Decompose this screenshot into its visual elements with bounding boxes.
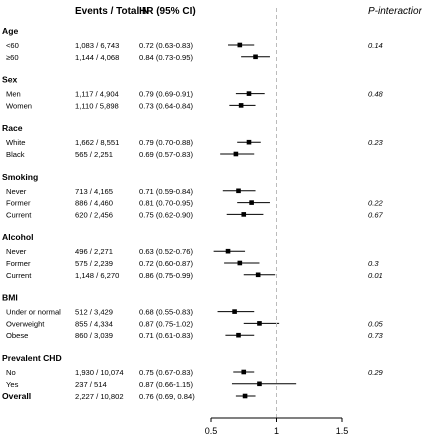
row-smoking-1-events: 886 / 4,460 (75, 199, 113, 208)
row-alcohol-1-hr-marker (237, 260, 243, 266)
row-smoking-1-hr-marker (249, 200, 254, 205)
row-age-1-hr-marker (253, 54, 258, 60)
row-alcohol-2-events: 1,148 / 6,270 (75, 271, 119, 280)
row-sex-1-label: Women (6, 101, 32, 110)
row-bmi-2-hr-marker (236, 332, 241, 338)
row-smoking-1-label: Former (6, 199, 31, 208)
row-bmi-2-label: Obese (6, 331, 28, 340)
x-tick-label: 0.5 (205, 426, 218, 436)
row-race-1-events: 565 / 2,251 (75, 150, 113, 159)
row-smoking-0-events: 713 / 4,165 (75, 187, 113, 196)
row-alcohol-2-hr-marker (255, 272, 261, 278)
row-prevalent-chd-0-hr-marker (241, 369, 247, 375)
row-race-1-label: Black (6, 150, 25, 159)
row-alcohol-0-hr-text: 0.63 (0.52-0.76) (139, 247, 194, 256)
row-sex-1-hr-marker (238, 103, 244, 108)
events-column-header: Events / Total N (75, 6, 149, 17)
overall-hr-marker (242, 393, 248, 399)
row-bmi-1-p-value: 0.05 (368, 319, 384, 328)
row-age-1-hr-text: 0.84 (0.73-0.95) (139, 53, 194, 62)
row-age-0-hr-text: 0.72 (0.63-0.83) (139, 41, 194, 50)
row-bmi-0-hr-marker (232, 309, 237, 314)
row-bmi-2-p-value: 0.73 (368, 331, 384, 340)
row-race-0-hr-text: 0.79 (0.70-0.88) (139, 138, 194, 147)
row-alcohol-1-label: Former (6, 259, 31, 268)
row-sex-1-hr-text: 0.73 (0.64-0.84) (139, 101, 194, 110)
row-age-1-events: 1,144 / 4,068 (75, 53, 119, 62)
group-heading-bmi: BMI (2, 293, 18, 303)
overall-label: Overall (2, 391, 31, 401)
x-tick-label: 1 (274, 426, 279, 436)
row-age-0-events: 1,083 / 6,743 (75, 41, 119, 50)
row-age-0-hr-marker (237, 42, 243, 48)
group-heading-smoking: Smoking (2, 172, 38, 182)
x-axis: 0.5 1 1.5 (205, 8, 349, 436)
row-bmi-1-label: Overweight (6, 319, 45, 328)
row-alcohol-2-label: Current (6, 271, 32, 280)
row-smoking-0-hr-text: 0.71 (0.59-0.84) (139, 187, 194, 196)
row-sex-0-p-value: 0.48 (368, 90, 384, 99)
row-smoking-1-hr-text: 0.81 (0.70-0.95) (139, 199, 194, 208)
row-alcohol-0-hr-marker (225, 248, 231, 254)
row-prevalent-chd-0-events: 1,930 / 10,074 (75, 368, 124, 377)
row-prevalent-chd-0-hr-text: 0.75 (0.67-0.83) (139, 368, 194, 377)
row-race-0-events: 1,662 / 8,551 (75, 138, 119, 147)
row-sex-0-label: Men (6, 90, 21, 99)
x-tick-label: 1.5 (336, 426, 349, 436)
row-smoking-0-hr-marker (236, 188, 241, 194)
row-alcohol-0-events: 496 / 2,271 (75, 247, 113, 256)
group-heading-prevalent-chd: Prevalent CHD (2, 353, 62, 363)
forest-rows: Age <60 1,083 / 6,743 0.72 (0.63-0.83) 0.14 ≥… (2, 26, 384, 401)
group-heading-age: Age (2, 26, 18, 36)
row-alcohol-2-p-value: 0.01 (368, 271, 383, 280)
row-smoking-2-hr-marker (241, 212, 247, 217)
row-age-0-p-value: 0.14 (368, 41, 383, 50)
row-alcohol-1-events: 575 / 2,239 (75, 259, 113, 268)
row-bmi-0-hr-text: 0.68 (0.55-0.83) (139, 308, 194, 317)
row-sex-0-hr-marker (246, 91, 252, 96)
row-smoking-1-p-value: 0.22 (368, 199, 384, 208)
group-heading-race: Race (2, 123, 23, 133)
row-smoking-0-label: Never (6, 187, 27, 196)
row-bmi-0-events: 512 / 3,429 (75, 308, 113, 317)
row-bmi-1-hr-text: 0.87 (0.75-1.02) (139, 319, 194, 328)
row-race-0-p-value: 0.23 (368, 138, 384, 147)
row-race-0-label: White (6, 138, 25, 147)
row-bmi-1-events: 855 / 4,334 (75, 319, 113, 328)
row-prevalent-chd-0-p-value: 0.29 (368, 368, 384, 377)
group-heading-sex: Sex (2, 75, 18, 85)
p-interaction-column-header: P-interaction (368, 6, 422, 17)
row-bmi-0-label: Under or normal (6, 308, 61, 317)
row-prevalent-chd-0-label: No (6, 368, 16, 377)
overall-events: 2,227 / 10,802 (75, 392, 124, 401)
row-prevalent-chd-1-hr-text: 0.87 (0.66-1.15) (139, 380, 194, 389)
row-alcohol-1-p-value: 0.3 (368, 259, 379, 268)
row-alcohol-0-label: Never (6, 247, 27, 256)
overall-hr-text: 0.76 (0.69, 0.84) (139, 392, 195, 401)
row-smoking-2-events: 620 / 2,456 (75, 210, 113, 219)
row-sex-0-hr-text: 0.79 (0.69-0.91) (139, 90, 194, 99)
row-alcohol-1-hr-text: 0.72 (0.60-0.87) (139, 259, 194, 268)
row-race-0-hr-marker (246, 139, 252, 145)
row-age-1-label: ≥60 (6, 53, 19, 62)
row-alcohol-2-hr-text: 0.86 (0.75-0.99) (139, 271, 194, 280)
row-sex-1-events: 1,110 / 5,898 (75, 101, 119, 110)
row-age-0-label: <60 (6, 41, 19, 50)
row-race-1-hr-marker (233, 151, 239, 157)
row-sex-0-events: 1,117 / 4,904 (75, 90, 119, 99)
row-smoking-2-hr-text: 0.75 (0.62-0.90) (139, 210, 194, 219)
row-prevalent-chd-1-hr-marker (257, 381, 262, 387)
hr-column-header: HR (95% CI) (139, 6, 196, 17)
row-prevalent-chd-1-label: Yes (6, 380, 19, 389)
row-prevalent-chd-1-events: 237 / 514 (75, 380, 107, 389)
group-heading-alcohol: Alcohol (2, 232, 34, 242)
row-bmi-2-hr-text: 0.71 (0.61-0.83) (139, 331, 194, 340)
row-race-1-hr-text: 0.69 (0.57-0.83) (139, 150, 194, 159)
row-smoking-2-p-value: 0.67 (368, 210, 384, 219)
row-bmi-1-hr-marker (257, 321, 262, 326)
row-smoking-2-label: Current (6, 210, 32, 219)
row-bmi-2-events: 860 / 3,039 (75, 331, 113, 340)
